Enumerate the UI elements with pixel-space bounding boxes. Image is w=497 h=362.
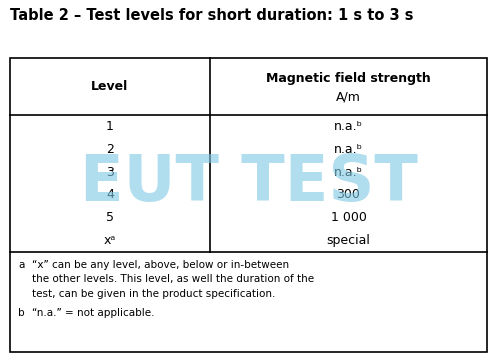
- Text: 2: 2: [106, 143, 114, 156]
- Text: 4: 4: [106, 188, 114, 201]
- Text: 300: 300: [336, 188, 360, 201]
- Text: n.a.ᵇ: n.a.ᵇ: [334, 143, 363, 156]
- Text: “x” can be any level, above, below or in-between
the other levels. This level, a: “x” can be any level, above, below or in…: [32, 260, 314, 299]
- Text: A/m: A/m: [336, 90, 361, 103]
- Text: 1 000: 1 000: [331, 211, 366, 224]
- Text: Level: Level: [91, 80, 129, 93]
- Text: EUT TEST: EUT TEST: [80, 152, 417, 215]
- Text: Table 2 – Test levels for short duration: 1 s to 3 s: Table 2 – Test levels for short duration…: [10, 8, 414, 23]
- Text: n.a.ᵇ: n.a.ᵇ: [334, 120, 363, 133]
- Text: 5: 5: [106, 211, 114, 224]
- Text: special: special: [327, 234, 370, 247]
- Text: “n.a.” = not applicable.: “n.a.” = not applicable.: [32, 308, 155, 318]
- Text: Magnetic field strength: Magnetic field strength: [266, 72, 431, 85]
- Text: n.a.ᵇ: n.a.ᵇ: [334, 165, 363, 178]
- Text: xᵃ: xᵃ: [104, 234, 116, 247]
- Text: b: b: [18, 308, 25, 318]
- Text: 3: 3: [106, 165, 114, 178]
- Bar: [10, 58, 487, 352]
- Text: 1: 1: [106, 120, 114, 133]
- Text: a: a: [18, 260, 24, 270]
